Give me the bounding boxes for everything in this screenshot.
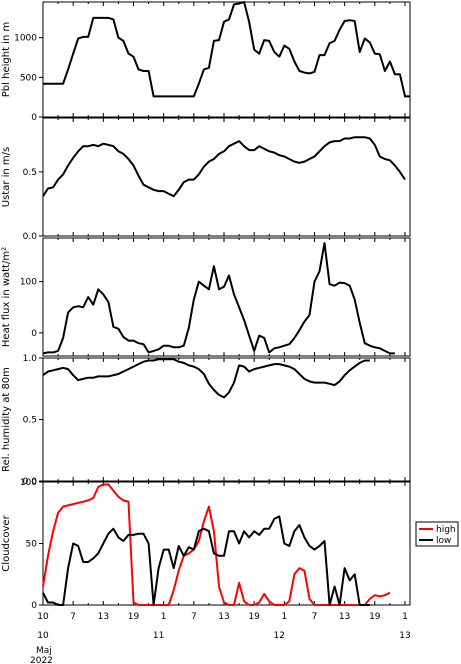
y-tick-label: 0.5 (23, 168, 37, 178)
y-tick-label: 0.0 (23, 477, 38, 487)
y-tick-label: 1.0 (23, 354, 38, 364)
y-tick-label: 50 (26, 540, 38, 550)
x-tick-label: 1 (281, 612, 287, 622)
panel-frame-2 (42, 237, 411, 357)
panel-frame-0 (42, 1, 411, 118)
y-tick-label: 0 (31, 329, 37, 339)
series-line-high (42, 483, 391, 606)
series-line-low (42, 515, 370, 606)
y-tick-label: 1000 (14, 34, 37, 44)
y-axis-label: Ustar in m/s (1, 147, 12, 207)
x-tick-label: 19 (128, 612, 140, 622)
x-tick-label: 13 (218, 612, 229, 622)
y-axis-label: Heat flux in watt/m² (1, 247, 12, 347)
series-line-value (42, 358, 370, 399)
x-year-label: 2022 (30, 656, 53, 664)
y-axis-label: Rel. humidity at 80m (1, 367, 12, 472)
y-tick-label: 0 (31, 601, 37, 611)
y-tick-label: 100 (20, 278, 37, 288)
x-tick-label: 10 (37, 612, 49, 622)
x-tick-label: 7 (312, 612, 318, 622)
y-axis-label: Cloudcover (1, 514, 12, 571)
y-axis-label: Pbl height in m (1, 22, 12, 97)
x-tick-label: 7 (70, 612, 76, 622)
x-tick-label: 13 (339, 612, 350, 622)
x-day-label: 13 (399, 631, 410, 641)
y-tick-label: 500 (20, 73, 37, 83)
x-day-label: 12 (274, 631, 285, 641)
series-line-value (42, 242, 395, 355)
x-tick-label: 19 (248, 612, 260, 622)
x-month-label: Maj (36, 646, 52, 656)
legend-box (415, 521, 459, 547)
legend-label: low (436, 536, 451, 546)
y-tick-label: 0 (31, 113, 37, 123)
legend-label: high (436, 525, 456, 535)
series-line-value (43, 1, 410, 98)
x-tick-label: 7 (191, 612, 197, 622)
x-day-label: 10 (37, 631, 49, 641)
series-line-value (42, 136, 406, 198)
y-tick-label: 0.5 (23, 416, 37, 426)
panel-frame-1 (42, 117, 411, 237)
x-tick-label: 13 (98, 612, 109, 622)
y-tick-label: 0.0 (23, 232, 38, 242)
x-day-label: 11 (153, 631, 164, 641)
x-tick-label: 1 (402, 612, 408, 622)
y-tick-label: 100 (20, 478, 37, 488)
x-tick-label: 1 (161, 612, 167, 622)
x-tick-label: 19 (369, 612, 381, 622)
